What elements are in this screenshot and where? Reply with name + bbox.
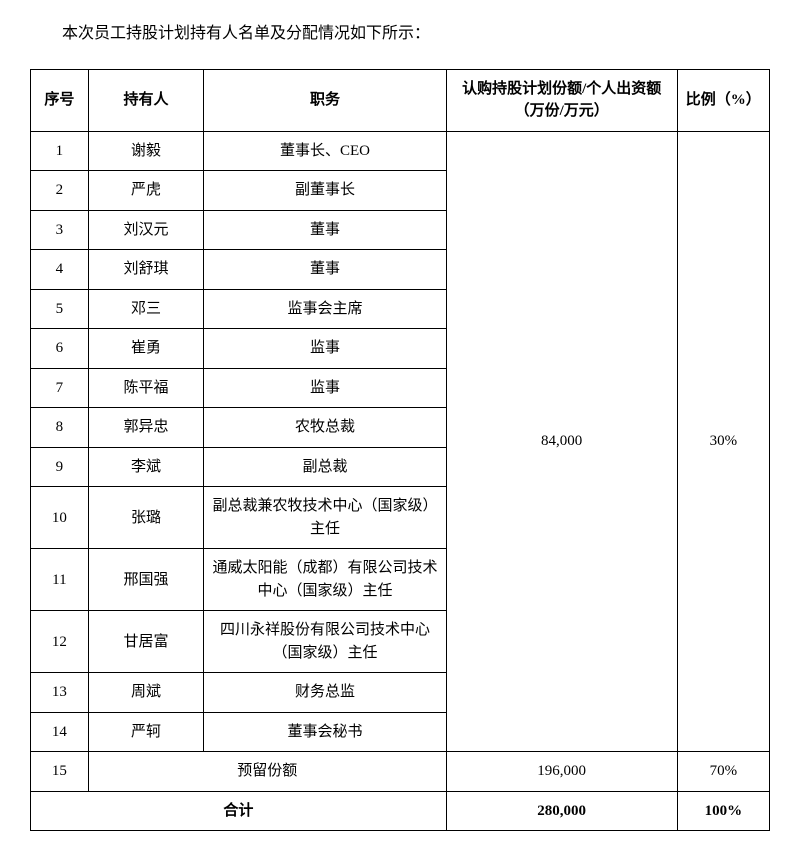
cell-holder: 崔勇: [88, 329, 203, 369]
cell-seq: 5: [31, 289, 89, 329]
cell-seq: 1: [31, 131, 89, 171]
cell-holder: 刘舒琪: [88, 250, 203, 290]
cell-total-label: 合计: [31, 791, 447, 831]
cell-group-amount: 84,000: [446, 131, 677, 752]
cell-holder: 谢毅: [88, 131, 203, 171]
cell-seq: 11: [31, 549, 89, 611]
cell-holder: 邓三: [88, 289, 203, 329]
cell-position: 财务总监: [204, 673, 446, 713]
cell-seq: 14: [31, 712, 89, 752]
cell-holder: 刘汉元: [88, 210, 203, 250]
cell-holder: 严轲: [88, 712, 203, 752]
cell-position: 副董事长: [204, 171, 446, 211]
cell-position: 四川永祥股份有限公司技术中心（国家级）主任: [204, 611, 446, 673]
cell-seq: 13: [31, 673, 89, 713]
shareholding-table: 序号 持有人 职务 认购持股计划份额/个人出资额（万份/万元） 比例（%） 1 …: [30, 69, 770, 832]
cell-position: 通威太阳能（成都）有限公司技术中心（国家级）主任: [204, 549, 446, 611]
total-row: 合计 280,000 100%: [31, 791, 770, 831]
cell-seq: 10: [31, 487, 89, 549]
cell-total-ratio: 100%: [677, 791, 769, 831]
cell-holder: 周斌: [88, 673, 203, 713]
table-header-row: 序号 持有人 职务 认购持股计划份额/个人出资额（万份/万元） 比例（%）: [31, 69, 770, 131]
cell-position: 董事长、CEO: [204, 131, 446, 171]
cell-seq: 4: [31, 250, 89, 290]
table-row: 1 谢毅 董事长、CEO 84,000 30%: [31, 131, 770, 171]
cell-position: 董事会秘书: [204, 712, 446, 752]
cell-reserved-label: 预留份额: [88, 752, 446, 792]
cell-group-ratio: 30%: [677, 131, 769, 752]
cell-position: 董事: [204, 250, 446, 290]
cell-reserved-seq: 15: [31, 752, 89, 792]
header-holder: 持有人: [88, 69, 203, 131]
cell-holder: 郭异忠: [88, 408, 203, 448]
cell-seq: 8: [31, 408, 89, 448]
cell-seq: 3: [31, 210, 89, 250]
header-position: 职务: [204, 69, 446, 131]
cell-holder: 李斌: [88, 447, 203, 487]
cell-position: 监事会主席: [204, 289, 446, 329]
cell-seq: 6: [31, 329, 89, 369]
header-amount: 认购持股计划份额/个人出资额（万份/万元）: [446, 69, 677, 131]
cell-position: 监事: [204, 368, 446, 408]
cell-holder: 严虎: [88, 171, 203, 211]
cell-holder: 张璐: [88, 487, 203, 549]
cell-seq: 12: [31, 611, 89, 673]
header-seq: 序号: [31, 69, 89, 131]
cell-total-amount: 280,000: [446, 791, 677, 831]
cell-position: 董事: [204, 210, 446, 250]
cell-seq: 2: [31, 171, 89, 211]
cell-holder: 陈平福: [88, 368, 203, 408]
cell-position: 副总裁兼农牧技术中心（国家级）主任: [204, 487, 446, 549]
cell-holder: 邢国强: [88, 549, 203, 611]
cell-position: 监事: [204, 329, 446, 369]
cell-reserved-ratio: 70%: [677, 752, 769, 792]
cell-position: 农牧总裁: [204, 408, 446, 448]
cell-position: 副总裁: [204, 447, 446, 487]
cell-seq: 7: [31, 368, 89, 408]
reserved-row: 15 预留份额 196,000 70%: [31, 752, 770, 792]
cell-reserved-amount: 196,000: [446, 752, 677, 792]
cell-holder: 甘居富: [88, 611, 203, 673]
header-ratio: 比例（%）: [677, 69, 769, 131]
cell-seq: 9: [31, 447, 89, 487]
intro-paragraph: 本次员工持股计划持有人名单及分配情况如下所示：: [30, 20, 770, 49]
